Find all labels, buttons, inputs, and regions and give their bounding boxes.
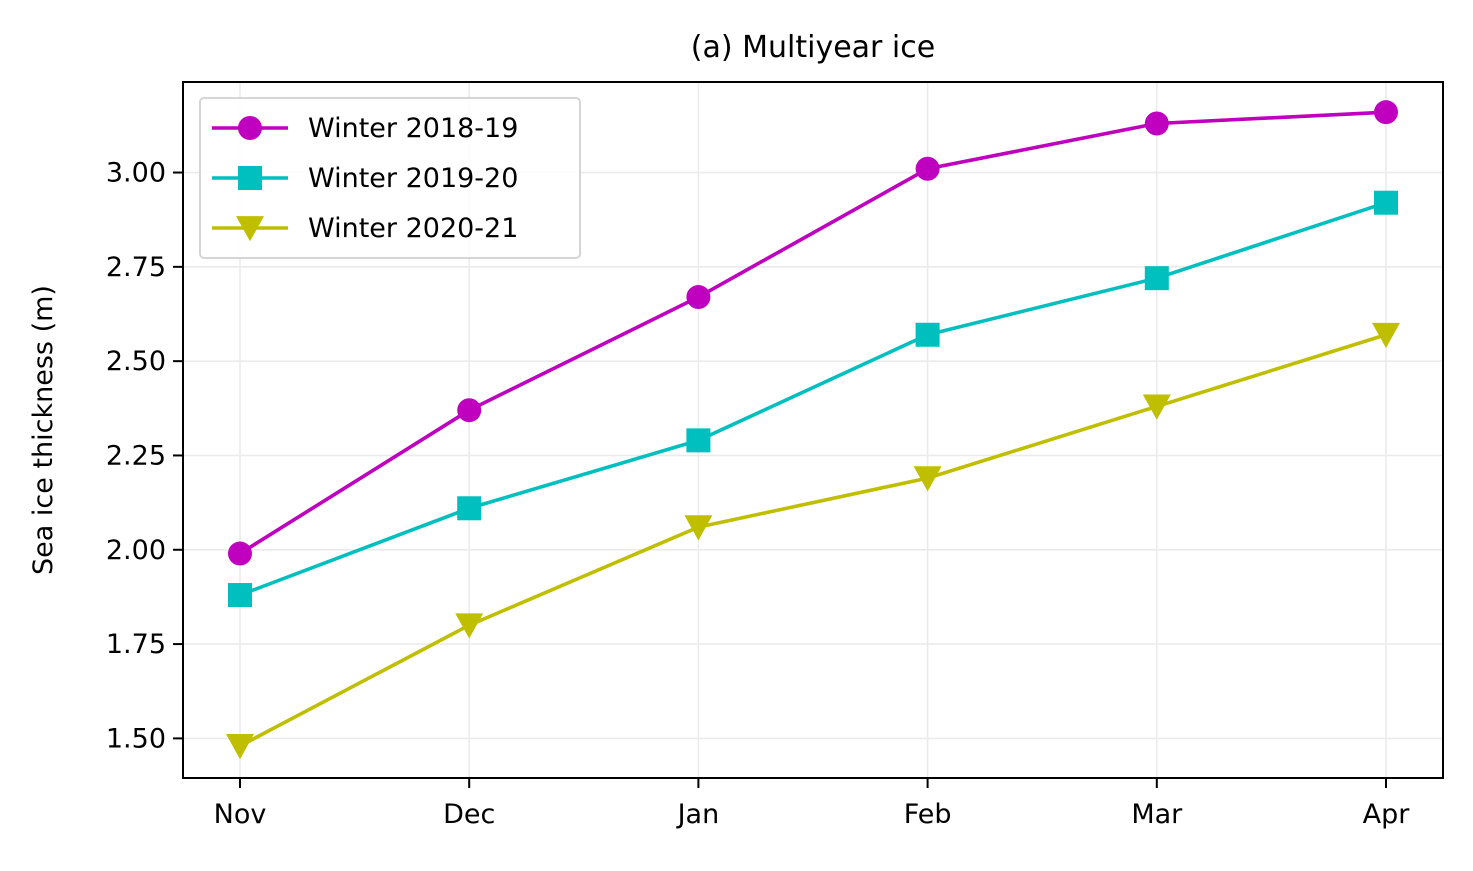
y-tick-label: 1.50 — [106, 723, 166, 754]
data-point — [228, 583, 252, 608]
series-layer — [226, 100, 1400, 760]
data-point — [1372, 322, 1400, 349]
y-tick-label: 2.75 — [106, 252, 166, 283]
legend-label: Winter 2018-19 — [308, 113, 518, 144]
x-tick-label: Apr — [1363, 799, 1411, 830]
legend-label: Winter 2020-21 — [308, 213, 518, 244]
x-tick-label: Nov — [214, 799, 267, 830]
x-tick-label: Jan — [676, 799, 720, 830]
x-tick-label: Feb — [904, 799, 952, 830]
data-point — [1144, 266, 1169, 291]
y-axis-label: Sea ice thickness (m) — [28, 285, 59, 575]
y-tick-label: 2.50 — [106, 346, 166, 377]
data-point — [228, 541, 252, 566]
data-point — [457, 398, 482, 423]
series-line — [239, 333, 1387, 748]
series-3 — [226, 322, 1400, 760]
chart-title: (a) Multiyear ice — [691, 30, 935, 65]
data-point — [1374, 190, 1398, 215]
data-point — [686, 285, 711, 310]
data-point — [686, 428, 711, 453]
data-point — [684, 515, 713, 541]
data-point — [226, 734, 254, 760]
data-point — [915, 156, 940, 181]
data-point — [1374, 100, 1398, 125]
data-point — [1142, 394, 1171, 420]
series-line — [239, 110, 1387, 556]
axis-layer: Nov Dec Jan Feb Mar Apr 1.50 1.75 2.00 2.25 2.50 2.… — [106, 158, 1410, 830]
x-tick-label: Mar — [1131, 799, 1183, 830]
legend-item: Winter 2019-20 — [212, 163, 518, 194]
series-1 — [228, 100, 1398, 566]
data-point — [455, 613, 484, 639]
data-point — [457, 496, 482, 521]
legend-marker — [238, 116, 262, 140]
legend-marker — [238, 166, 262, 190]
y-tick-label: 1.75 — [106, 629, 166, 660]
data-point — [913, 466, 942, 492]
y-tick-label: 2.25 — [106, 440, 166, 471]
series-2 — [228, 190, 1398, 608]
legend: Winter 2018-19 Winter 2019-20 Winter 2020-… — [199, 97, 581, 259]
y-tick-label: 3.00 — [106, 158, 166, 189]
data-point — [1144, 111, 1169, 136]
data-point — [915, 322, 940, 347]
legend-box — [199, 97, 581, 259]
series-line — [239, 201, 1387, 597]
legend-item: Winter 2020-21 — [212, 213, 518, 244]
legend-marker — [236, 216, 264, 242]
legend-item: Winter 2018-19 — [212, 113, 518, 144]
x-tick-label: Dec — [443, 799, 495, 830]
legend-label: Winter 2019-20 — [308, 163, 518, 194]
y-tick-label: 2.00 — [106, 535, 166, 566]
plot-frame — [182, 81, 1444, 779]
